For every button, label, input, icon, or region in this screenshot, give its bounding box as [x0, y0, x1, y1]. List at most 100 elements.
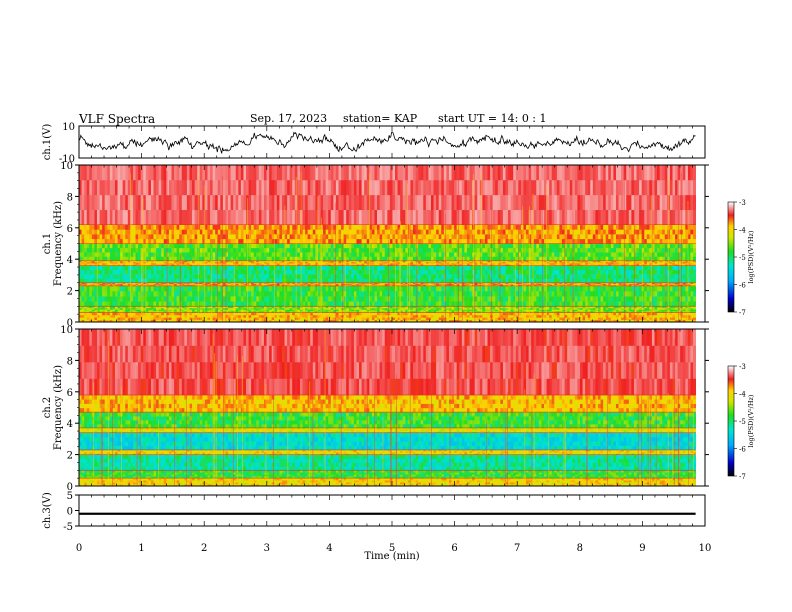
spectrogram-cell — [621, 265, 625, 271]
spectrogram-cell — [86, 296, 90, 302]
spectrogram-cell — [269, 306, 273, 309]
spectrogram-cell — [690, 314, 694, 318]
spectrogram-cell — [89, 307, 93, 310]
spectrogram-cell — [292, 314, 296, 318]
spectrogram-cell — [217, 317, 221, 320]
spectrogram-cell — [693, 312, 697, 316]
spectrogram-cell — [502, 274, 506, 279]
spectrogram-cell — [266, 319, 270, 323]
spectrogram-cell — [636, 311, 640, 313]
spectrogram-cell — [204, 311, 208, 313]
spectrogram-cell — [361, 314, 365, 318]
spectrogram-cell — [238, 311, 242, 313]
spectrogram-cell — [112, 307, 116, 310]
spectrogram-cell — [135, 311, 139, 313]
spectrogram-cell — [135, 309, 139, 312]
spectrogram-cell — [330, 269, 334, 275]
spectrogram-cell — [374, 296, 378, 302]
spectrogram-cell — [582, 314, 586, 318]
spectrogram-cell — [143, 296, 147, 302]
spectrogram-cell — [523, 265, 527, 271]
spectrogram-cell — [145, 290, 149, 297]
spectrogram-cell — [297, 290, 301, 297]
spectrogram-cell — [91, 311, 95, 313]
spectrogram-cell — [148, 307, 152, 310]
spectrogram-cell — [526, 312, 530, 316]
spectrogram-cell — [225, 301, 229, 307]
spectrogram-cell — [608, 311, 612, 313]
spectrogram-cell — [163, 285, 167, 292]
spectrogram-cell — [240, 285, 244, 292]
spectrogram-cell — [651, 312, 655, 316]
spectrogram-cell — [482, 290, 486, 297]
spectrogram-cell — [84, 265, 88, 271]
spectrogram-cell — [587, 265, 591, 271]
spectrogram-cell — [353, 314, 357, 318]
spectrogram-cell — [597, 317, 601, 320]
spectrogram-cell — [636, 290, 640, 297]
spectrogram-cell — [690, 317, 694, 320]
spectrogram-cell — [438, 296, 442, 302]
spectrogram-cell — [279, 319, 283, 323]
spectrogram-cell — [569, 311, 573, 313]
spectrogram-cell — [122, 269, 126, 275]
spectrogram-cell — [276, 290, 280, 297]
spectrogram-cell — [626, 309, 630, 312]
spectrogram-cell — [682, 312, 686, 316]
spectrogram-cell — [633, 306, 637, 309]
spectrogram-cell — [582, 265, 586, 271]
spectrogram-cell — [387, 290, 391, 297]
spectrogram-cell — [253, 311, 257, 313]
spectrogram-cell — [613, 296, 617, 302]
spectrogram-cell — [166, 301, 170, 307]
spectrogram-cell — [192, 301, 196, 307]
spectrogram-cell — [312, 290, 316, 297]
spectrogram-cell — [222, 274, 226, 279]
spectrogram-cell — [446, 311, 450, 313]
spectrogram-cell — [233, 319, 237, 323]
spectrogram-cell — [104, 306, 108, 309]
spectrogram-cell — [469, 301, 473, 307]
spectrogram-cell — [114, 285, 118, 292]
spectrogram-cell — [199, 317, 203, 320]
spectrogram-cell — [633, 314, 637, 318]
spectrogram-cell — [567, 319, 571, 323]
spectrogram-cell — [292, 265, 296, 271]
spectrogram-cell — [418, 296, 422, 302]
spectrogram-cell — [693, 311, 697, 313]
spectrogram-cell — [631, 296, 635, 302]
spectrogram-cell — [690, 290, 694, 297]
spectrogram-cell — [135, 314, 139, 318]
spectrogram-cell — [284, 314, 288, 318]
spectrogram-cell — [420, 296, 424, 302]
spectrogram-cell — [204, 307, 208, 310]
spectrogram-cell — [287, 296, 291, 302]
spectrogram-cell — [623, 307, 627, 310]
spectrogram-cell — [348, 285, 352, 292]
spectrogram-cell — [487, 296, 491, 302]
spectrogram-cell — [523, 317, 527, 320]
spectrogram-cell — [279, 274, 283, 279]
spectrogram-cell — [433, 309, 437, 312]
spectrogram-cell — [428, 290, 432, 297]
spectrogram-cell — [577, 309, 581, 312]
spectrogram-cell — [587, 319, 591, 323]
spectrogram-cell — [132, 317, 136, 320]
spectrogram-cell — [292, 312, 296, 316]
spectrogram-cell — [526, 314, 530, 318]
spectrogram-cell — [659, 269, 663, 275]
spectrogram-cell — [251, 306, 255, 309]
spectrogram-cell — [590, 311, 594, 313]
spectrogram-cell — [174, 306, 178, 309]
spectrogram-cell — [428, 317, 432, 320]
spectrogram-cell — [484, 301, 488, 307]
spectrogram-cell — [544, 296, 547, 302]
spectrogram-cell — [302, 312, 306, 316]
spectrogram-cell — [230, 269, 234, 275]
spectrogram-cell — [484, 307, 488, 310]
spectrogram-cell — [145, 307, 149, 310]
spectrogram-cell — [513, 301, 517, 307]
spectrogram-cell — [107, 301, 111, 307]
spectrogram-cell — [374, 301, 378, 307]
spectrogram-cell — [312, 309, 316, 312]
